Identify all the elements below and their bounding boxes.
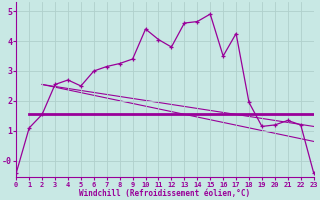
X-axis label: Windchill (Refroidissement éolien,°C): Windchill (Refroidissement éolien,°C)	[79, 189, 251, 198]
